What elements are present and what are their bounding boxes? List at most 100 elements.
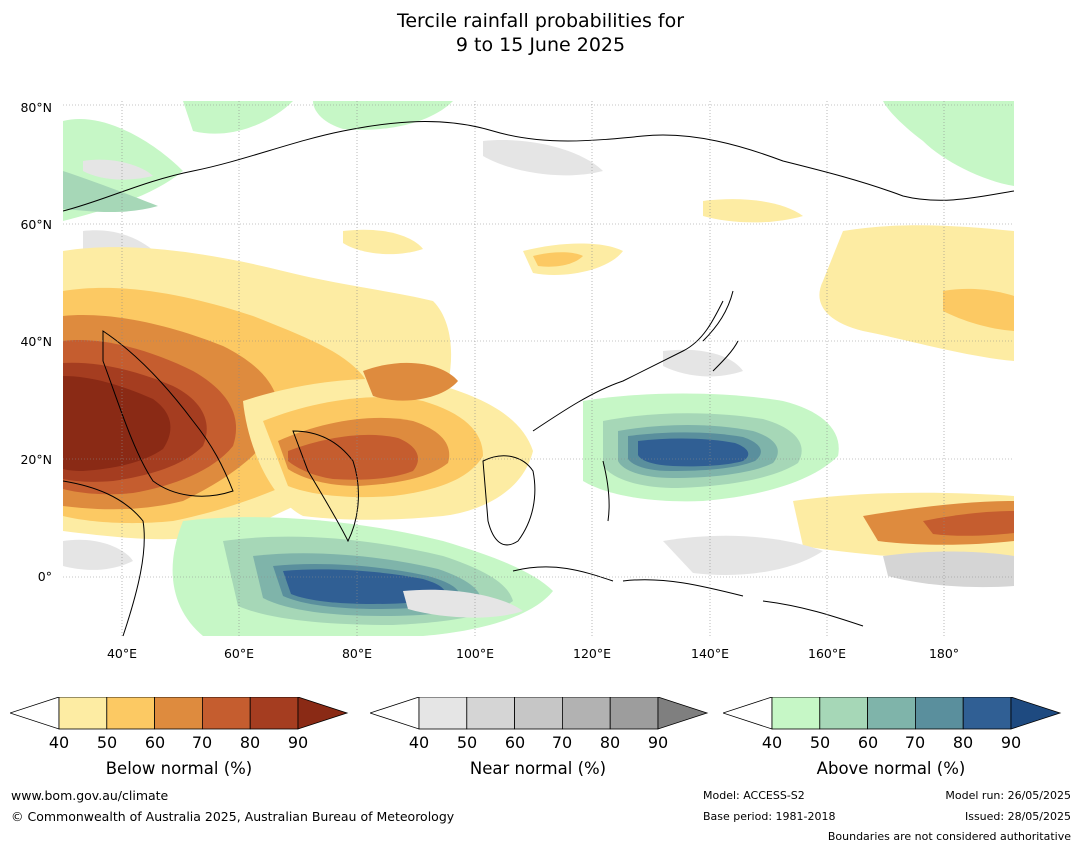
above-tick-60: 60 <box>857 733 879 752</box>
me-below-5 <box>63 376 171 471</box>
near-colorbar-low-extend <box>370 697 420 730</box>
coast-eurasia-north <box>63 121 1014 212</box>
gridlines <box>63 101 1014 637</box>
below-north-patch-2 <box>533 252 583 267</box>
title-line-1: Tercile rainfall probabilities for <box>396 10 685 32</box>
above-tick-40: 40 <box>761 733 783 752</box>
coast-africa <box>63 480 145 637</box>
lon-label-100e: 100°E <box>455 646 495 661</box>
below-normal-colorbar <box>10 697 349 730</box>
near-patch-1 <box>663 535 823 575</box>
near-colorbar-segment-0 <box>418 697 468 730</box>
coast-india <box>292 430 359 543</box>
lon-label-80e: 80°E <box>341 646 373 661</box>
below-tick-70: 70 <box>191 733 213 752</box>
sa-below-tibet <box>363 362 458 401</box>
below-colorbar-segment-1 <box>106 697 156 730</box>
lon-label-160e: 160°E <box>807 646 847 661</box>
coast-japan <box>702 290 739 372</box>
disclaimer-text: Boundaries are not considered authoritat… <box>827 830 1071 843</box>
above-colorbar-segment-2 <box>867 697 916 730</box>
coast-indonesia <box>512 566 864 627</box>
above-colorbar-segments <box>771 697 1012 730</box>
near-colorbar-high-extend <box>657 697 709 730</box>
coastlines <box>63 121 1014 637</box>
copyright-text: © Commonwealth of Australia 2025, Austra… <box>11 809 455 824</box>
near-patch-3 <box>403 589 523 618</box>
above-tick-50: 50 <box>809 733 831 752</box>
east-arctic-above <box>883 101 1014 186</box>
pacific-below-1 <box>943 288 1014 331</box>
near-tick-40: 40 <box>408 733 430 752</box>
lat-label-40n: 40°N <box>20 334 52 349</box>
philippine-sea-above <box>583 393 839 502</box>
title-line-2: 9 to 15 June 2025 <box>455 34 626 56</box>
lon-label-180: 180° <box>928 646 960 661</box>
near-tick-60: 60 <box>504 733 526 752</box>
coast-se-asia <box>482 455 536 546</box>
arctic-above-patch-2 <box>63 171 158 213</box>
below-colorbar-segment-2 <box>154 697 203 730</box>
above-tick-80: 80 <box>952 733 974 752</box>
near-colorbar-segment-3 <box>561 697 611 730</box>
lat-label-80n: 80°N <box>20 100 52 115</box>
chart-title: Tercile rainfall probabilities for 9 to … <box>0 9 1081 57</box>
near-normal-patches <box>63 159 1014 618</box>
model-text: Model: ACCESS-S2 <box>703 789 805 802</box>
below-tick-90: 90 <box>287 733 309 752</box>
above-tick-70: 70 <box>904 733 926 752</box>
near-patch-6 <box>83 159 153 180</box>
above-colorbar-segment-1 <box>819 697 869 730</box>
tp-below-2 <box>923 511 1014 536</box>
near-normal-colorbar <box>370 697 709 730</box>
below-colorbar-high-extend <box>297 697 349 730</box>
above-colorbar-segment-0 <box>771 697 821 730</box>
near-patch-4 <box>63 539 133 570</box>
base-period-text: Base period: 1981-2018 <box>703 810 836 823</box>
near-colorbar-segment-1 <box>466 697 516 730</box>
website-link[interactable]: www.bom.gov.au/climate <box>11 788 169 803</box>
north-above-patch-2 <box>183 101 293 134</box>
coast-philippines <box>602 460 610 522</box>
below-colorbar-segment-4 <box>249 697 299 730</box>
above-normal-label: Above normal (%) <box>816 759 966 778</box>
near-tick-50: 50 <box>456 733 478 752</box>
above-colorbar-high-extend <box>1010 697 1062 730</box>
rainfall-map <box>63 101 1014 637</box>
tropical-pacific-below <box>793 492 1014 561</box>
above-normal-colorbar <box>723 697 1062 730</box>
near-tick-70: 70 <box>551 733 573 752</box>
near-north-patch-2 <box>483 140 603 176</box>
near-tick-90: 90 <box>647 733 669 752</box>
pacific-below <box>819 225 1014 361</box>
near-colorbar-segment-4 <box>609 697 659 730</box>
near-colorbar-segments <box>418 697 659 730</box>
below-tick-80: 80 <box>239 733 261 752</box>
near-tick-80: 80 <box>599 733 621 752</box>
above-colorbar-segment-3 <box>914 697 964 730</box>
pacific-below-0 <box>819 225 1014 361</box>
near-patch-5 <box>663 349 743 377</box>
above-tick-90: 90 <box>1000 733 1022 752</box>
below-colorbar-segment-0 <box>58 697 108 730</box>
lat-label-20n: 20°N <box>20 452 52 467</box>
lat-label-0: 0° <box>37 569 52 584</box>
lon-label-40e: 40°E <box>106 646 138 661</box>
north-above-patch <box>313 101 453 130</box>
below-north-patch-4 <box>343 229 423 255</box>
lon-label-120e: 120°E <box>572 646 612 661</box>
lat-label-60n: 60°N <box>20 217 52 232</box>
below-tick-50: 50 <box>96 733 118 752</box>
above-colorbar-segment-4 <box>962 697 1012 730</box>
coast-arabia <box>102 330 234 497</box>
sa-below-3 <box>288 434 418 480</box>
coast-china <box>532 300 724 432</box>
below-tick-40: 40 <box>48 733 70 752</box>
above-colorbar-low-extend <box>723 697 773 730</box>
issued-text: Issued: 28/05/2025 <box>964 810 1071 823</box>
near-colorbar-segment-2 <box>514 697 563 730</box>
below-colorbar-segment-3 <box>201 697 251 730</box>
below-colorbar-segments <box>58 697 299 730</box>
below-tick-60: 60 <box>144 733 166 752</box>
ps-above-4 <box>638 438 749 467</box>
